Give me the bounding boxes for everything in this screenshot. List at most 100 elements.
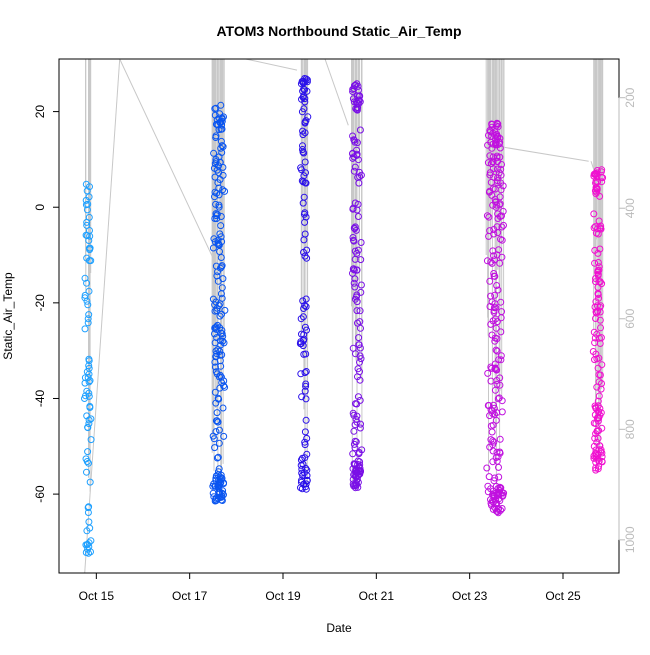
data-point xyxy=(493,282,501,289)
data-point xyxy=(355,341,363,349)
data-point xyxy=(302,416,310,424)
transit-line xyxy=(504,146,589,162)
data-point xyxy=(352,438,360,446)
data-point xyxy=(492,122,500,130)
data-point xyxy=(83,368,91,376)
data-point xyxy=(496,435,504,443)
data-point xyxy=(300,337,307,345)
data-point xyxy=(299,131,307,139)
data-point xyxy=(301,95,309,103)
data-point xyxy=(303,476,311,484)
data-point xyxy=(490,270,498,277)
data-point xyxy=(355,92,363,100)
data-point xyxy=(303,78,311,86)
data-point xyxy=(301,438,309,446)
data-point xyxy=(81,395,88,402)
data-point xyxy=(356,344,364,352)
data-point xyxy=(81,379,89,387)
data-point xyxy=(215,426,223,434)
data-point xyxy=(353,106,361,114)
data-point xyxy=(85,364,93,372)
data-point xyxy=(349,265,357,273)
data-point xyxy=(219,186,227,194)
data-point xyxy=(483,464,491,472)
data-point xyxy=(596,192,604,200)
data-point xyxy=(498,308,505,316)
data-point xyxy=(214,418,222,426)
data-point xyxy=(356,318,364,326)
data-point xyxy=(498,161,505,168)
data-point xyxy=(486,303,494,310)
data-point xyxy=(497,356,505,364)
data-point xyxy=(596,411,604,419)
data-point xyxy=(83,221,91,229)
y-tick-label: -40 xyxy=(33,389,47,407)
data-point xyxy=(487,258,495,266)
data-point xyxy=(592,177,600,185)
data-point xyxy=(349,88,357,95)
data-point xyxy=(301,98,309,106)
data-point xyxy=(212,368,220,376)
data-point xyxy=(597,225,605,233)
data-point xyxy=(598,361,606,369)
data-point xyxy=(590,452,598,460)
data-point xyxy=(590,210,598,218)
data-point xyxy=(209,244,217,252)
data-point xyxy=(85,257,93,265)
data-point xyxy=(221,306,229,314)
data-point xyxy=(489,437,497,445)
data-point xyxy=(302,350,310,358)
data-point xyxy=(213,409,221,417)
data-point xyxy=(496,374,504,382)
data-point xyxy=(212,212,220,220)
data-point xyxy=(297,315,305,323)
data-point xyxy=(491,185,499,193)
data-point xyxy=(495,473,503,481)
data-point xyxy=(499,207,507,215)
data-point xyxy=(491,337,499,345)
data-point xyxy=(592,308,600,316)
data-point xyxy=(303,450,311,458)
data-point xyxy=(489,441,497,449)
data-point xyxy=(595,266,603,274)
data-point xyxy=(301,369,309,377)
data-point xyxy=(83,187,91,195)
data-point xyxy=(86,232,94,240)
transit-line xyxy=(119,58,214,259)
data-point xyxy=(357,467,364,475)
data-point xyxy=(216,312,224,320)
data-point xyxy=(212,298,220,306)
data-point xyxy=(84,504,92,512)
data-point xyxy=(488,407,496,415)
data-point xyxy=(218,121,226,129)
data-point xyxy=(300,105,308,113)
data-point xyxy=(351,421,359,429)
data-point xyxy=(216,230,224,238)
data-point xyxy=(214,121,222,129)
transit-line xyxy=(324,58,349,126)
data-point xyxy=(493,165,501,173)
data-point xyxy=(591,303,599,311)
data-point xyxy=(489,158,497,166)
data-point xyxy=(494,509,502,517)
data-point xyxy=(85,357,93,365)
data-point xyxy=(84,448,92,456)
data-point xyxy=(86,524,94,532)
data-point xyxy=(488,259,496,267)
data-point xyxy=(350,460,358,468)
data-point xyxy=(85,193,93,201)
data-point xyxy=(301,252,309,260)
data-point xyxy=(216,300,224,308)
data-point xyxy=(357,324,364,332)
data-point xyxy=(212,323,220,331)
data-point xyxy=(486,152,494,160)
data-point xyxy=(212,494,220,502)
data-point xyxy=(486,277,494,285)
data-point xyxy=(215,439,223,447)
data-point xyxy=(298,469,306,477)
data-point xyxy=(497,506,505,514)
data-point xyxy=(82,201,90,209)
data-point xyxy=(354,156,362,164)
transit-line xyxy=(84,58,121,574)
data-point xyxy=(215,153,223,161)
